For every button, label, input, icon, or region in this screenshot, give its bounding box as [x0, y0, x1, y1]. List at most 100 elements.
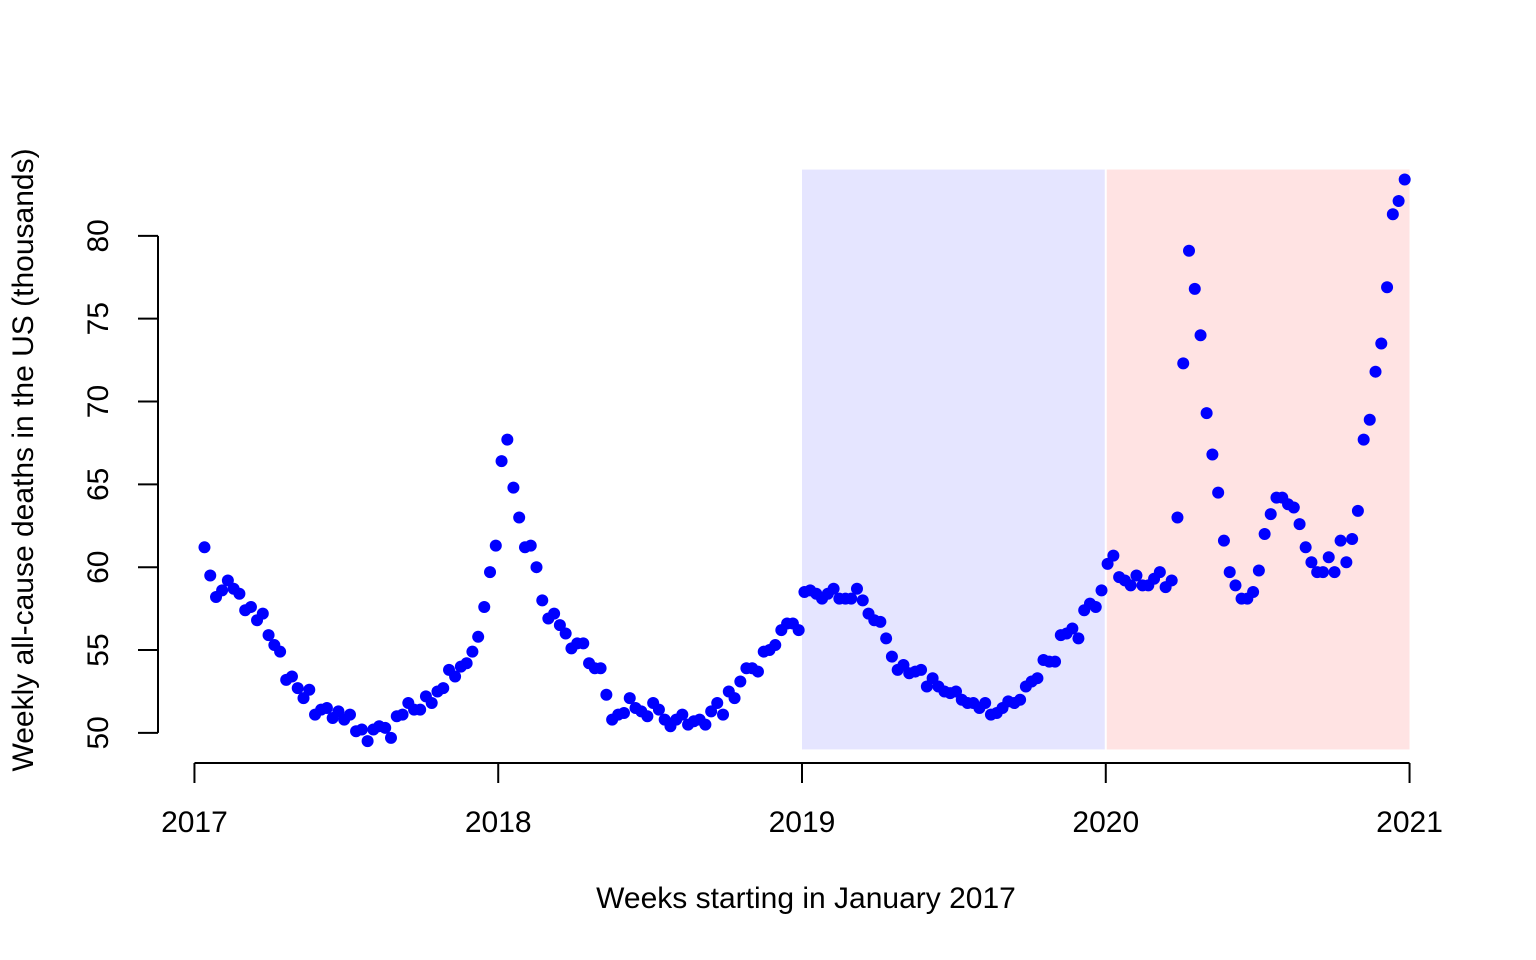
data-point	[1392, 195, 1405, 208]
data-point	[355, 723, 368, 736]
data-point	[1095, 584, 1108, 597]
data-point	[1340, 556, 1353, 569]
data-point	[1334, 534, 1347, 547]
data-point	[856, 594, 869, 607]
data-point	[1351, 504, 1364, 517]
data-point	[641, 710, 654, 723]
data-point	[256, 607, 269, 620]
data-point	[472, 630, 485, 643]
data-point	[734, 675, 747, 688]
data-point	[1328, 566, 1341, 579]
data-point	[1363, 413, 1376, 426]
data-point	[233, 587, 246, 600]
data-point	[594, 662, 607, 675]
data-point	[449, 670, 462, 683]
data-point	[915, 663, 928, 676]
data-point	[1398, 173, 1411, 186]
data-point	[379, 721, 392, 734]
data-point	[617, 706, 630, 719]
data-point	[1381, 281, 1394, 294]
data-point	[705, 705, 718, 718]
data-point	[885, 650, 898, 663]
data-point	[1229, 579, 1242, 592]
y-tick-label: 70	[82, 385, 115, 418]
data-point	[244, 600, 257, 613]
data-point	[874, 615, 887, 628]
y-tick-label: 65	[82, 468, 115, 501]
y-tick-label: 60	[82, 551, 115, 584]
data-point	[489, 539, 502, 552]
data-point	[1287, 501, 1300, 514]
data-point	[198, 541, 211, 554]
data-point	[460, 657, 473, 670]
x-tick-label: 2018	[465, 806, 532, 839]
data-point	[1031, 672, 1044, 685]
data-point	[1264, 508, 1277, 521]
data-point	[495, 455, 508, 468]
data-point	[1188, 282, 1201, 295]
data-point	[303, 683, 316, 696]
data-point	[1212, 486, 1225, 499]
data-point	[1089, 600, 1102, 613]
data-point	[676, 708, 689, 721]
data-point	[1177, 357, 1190, 370]
data-point	[1369, 365, 1382, 378]
data-point	[536, 594, 549, 607]
data-point	[1066, 622, 1079, 635]
data-point	[1049, 655, 1062, 668]
data-point	[1217, 534, 1230, 547]
data-point	[484, 566, 497, 579]
shaded-region	[802, 169, 1105, 750]
data-point	[600, 688, 613, 701]
x-axis-title: Weeks starting in January 2017	[596, 882, 1016, 915]
data-point	[1322, 551, 1335, 564]
data-point	[1014, 693, 1027, 706]
data-point	[1171, 511, 1184, 524]
data-point	[1200, 407, 1213, 420]
data-point	[1153, 566, 1166, 579]
data-point	[361, 735, 374, 748]
data-point	[827, 582, 840, 595]
data-point	[216, 584, 229, 597]
data-point	[530, 561, 543, 574]
data-point	[845, 592, 858, 605]
y-tick-label: 75	[82, 302, 115, 335]
x-tick-label: 2020	[1072, 806, 1139, 839]
data-point	[1165, 574, 1178, 587]
y-tick-label: 50	[82, 716, 115, 749]
data-point	[1247, 586, 1260, 599]
data-point	[717, 708, 730, 721]
data-point	[728, 692, 741, 705]
data-point	[711, 697, 724, 710]
data-point	[1386, 208, 1399, 221]
x-tick-label: 2017	[161, 806, 228, 839]
data-point	[1072, 632, 1085, 645]
y-tick-label: 80	[82, 219, 115, 252]
data-point	[1183, 244, 1196, 257]
data-point	[1252, 564, 1265, 577]
data-point	[1305, 556, 1318, 569]
data-point	[291, 682, 304, 695]
data-point	[548, 607, 561, 620]
data-point	[524, 539, 537, 552]
data-point	[414, 703, 427, 716]
shaded-region	[1106, 169, 1410, 750]
data-point	[769, 639, 782, 652]
data-point	[466, 645, 479, 658]
data-point	[437, 682, 450, 695]
data-point	[559, 627, 572, 640]
data-point	[1293, 518, 1306, 531]
data-point	[507, 481, 520, 494]
data-point	[979, 697, 992, 710]
y-axis-title: Weekly all-cause deaths in the US (thous…	[7, 148, 40, 771]
data-point	[396, 708, 409, 721]
data-point	[501, 433, 514, 446]
x-tick-label: 2021	[1376, 806, 1443, 839]
data-point	[1258, 528, 1271, 541]
data-point	[577, 637, 590, 650]
data-point	[850, 582, 863, 595]
data-point	[699, 718, 712, 731]
data-point	[1316, 566, 1329, 579]
